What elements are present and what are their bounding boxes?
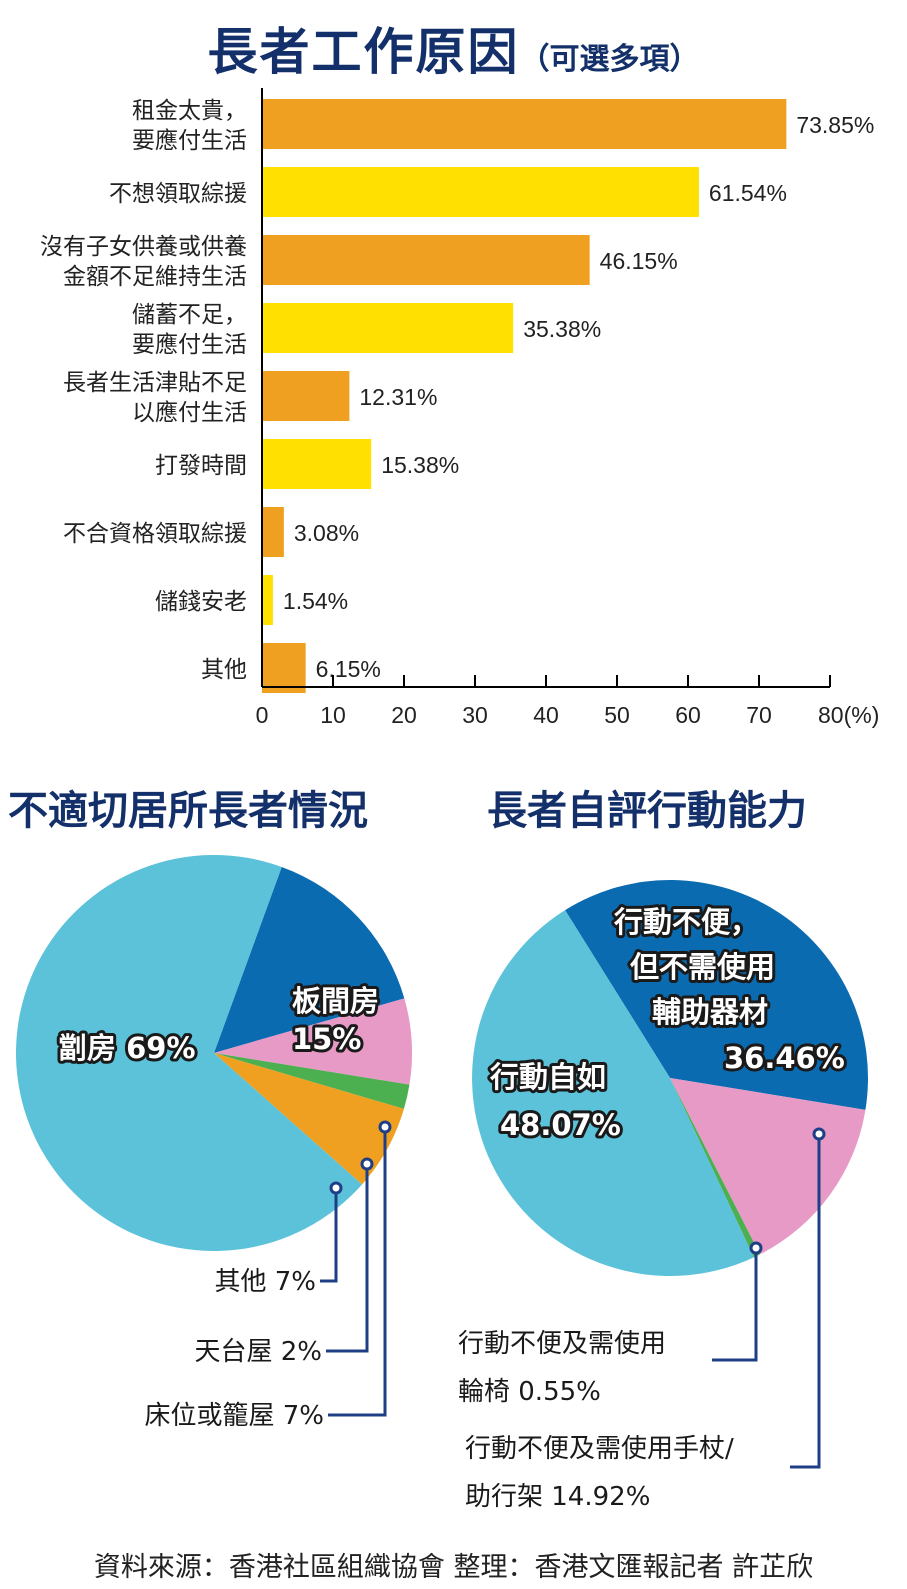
bar-category-label: 金額不足維持生活 [63, 263, 247, 289]
bar-category-label: 打發時間 [155, 452, 247, 478]
bar-value-label: 46.15% [600, 248, 678, 274]
pie2-slice-1 [565, 880, 868, 1110]
pie2-label-wheelchair-line1: 行動不便及需使用 [458, 1329, 666, 1359]
pie2-label-wheelchair-line2: 輪椅 0.55% [458, 1377, 601, 1407]
bar-value-label: 15.38% [381, 452, 459, 478]
pie2-slice-2 [670, 1078, 866, 1255]
bar-9 [262, 643, 306, 693]
x-tick-label: 40 [533, 702, 559, 728]
housing-pie-chart: 劏房 69% 板間房 15% 其他 7% 天台屋 2% 床位或籠屋 7% [15, 854, 412, 1431]
bar-value-label: 1.54% [283, 588, 348, 614]
bar-category-label: 以應付生活 [132, 399, 247, 425]
pie1-leader-other [320, 1193, 338, 1283]
pie2-marker-wheelchair [749, 1241, 763, 1255]
source-note: 資料來源：香港社區組織協會 整理：香港文匯報記者 許芷欣 [93, 1552, 814, 1583]
x-tick-label: 60 [675, 702, 701, 728]
pie1-label-partition-name: 板間房 [292, 984, 379, 1018]
bar-value-label: 35.38% [523, 316, 601, 342]
pie1-marker-other [329, 1181, 343, 1195]
pie1-leader-rooftop [326, 1169, 369, 1353]
pie2-slice-4 [472, 910, 754, 1276]
bar-value-label: 61.54% [709, 180, 787, 206]
pie1-marker-bedspace [378, 1120, 392, 1134]
pie2-leader-walking-aid [790, 1139, 821, 1469]
pie2-label-mobility-impaired-line2: 但不需使用 [630, 950, 775, 984]
title-note: （可選多項） [519, 42, 700, 77]
pie2-marker-walking-aid [812, 1127, 826, 1141]
pie1-slice-3 [214, 998, 412, 1085]
bar-4 [262, 303, 514, 353]
bar-category-label: 儲錢安老 [155, 588, 247, 614]
x-tick-label: 50 [604, 702, 630, 728]
bar-category-label: 要應付生活 [132, 127, 247, 153]
pie2-label-walking-aid-line2: 助行架 14.92% [465, 1482, 650, 1512]
pie2-label-mobility-impaired-value: 36.46% [724, 1041, 845, 1075]
x-tick-label: 30 [462, 702, 488, 728]
bar-value-label: 3.08% [294, 520, 359, 546]
pie2-leader-wheelchair [712, 1253, 758, 1362]
pie1-slice-5 [214, 1053, 404, 1185]
pie1-marker-rooftop [360, 1157, 374, 1171]
bar-8 [262, 575, 273, 625]
pie1-label-other: 其他 7% [214, 1267, 316, 1297]
bar-category-label: 沒有子女供養或供養 [40, 233, 247, 259]
chart-title: 長者工作原因（可選多項） [0, 12, 907, 84]
pie2-label-mobility-impaired-line1: 行動不便， [613, 905, 759, 939]
pie1-slice-4 [214, 1053, 410, 1109]
bar-6 [262, 439, 372, 489]
x-tick-label: 20 [391, 702, 417, 728]
title-text: 長者工作原因 [207, 22, 520, 81]
pie2-label-walking-aid-line1: 行動不便及需使用手杖/ [465, 1434, 734, 1464]
bar-category-label: 其他 [201, 656, 247, 682]
pie2-label-independent-value: 48.07% [500, 1108, 621, 1142]
pie2-label-independent: 行動自如 [489, 1060, 606, 1094]
pie1-label-bedspace: 床位或籠屋 7% [144, 1401, 324, 1431]
bar-category-label: 要應付生活 [132, 331, 247, 357]
bar-2 [262, 167, 699, 217]
bar-chart: 73.85% 租金太貴， 要應付生活 61.54% 不想領取綜援 46.15% 沒有子女供養… [40, 88, 879, 728]
bar-category-label: 租金太貴， [132, 97, 247, 123]
bar-category-label: 不想領取綜援 [109, 180, 247, 206]
pie1-label-subdivided: 劏房 69% [58, 1031, 196, 1065]
pie2-label-mobility-impaired-line3: 輔助器材 [652, 995, 768, 1029]
x-tick-label: 0 [256, 702, 269, 728]
pie1-slice-2 [214, 866, 405, 1053]
pie1-label-partition-value: 15% [292, 1022, 361, 1056]
pie2-title: 長者自評行動能力 [487, 787, 807, 834]
bar-value-label: 6.15% [316, 656, 381, 682]
pie1-leader-bedspace [328, 1132, 387, 1417]
pie1-slice-1 [15, 854, 363, 1251]
pie1-label-rooftop: 天台屋 2% [194, 1337, 322, 1367]
bar-7 [262, 507, 284, 557]
bar-3 [262, 235, 590, 285]
pie2-slice-3 [670, 1078, 760, 1258]
bar-5 [262, 371, 350, 421]
bar-category-label: 不合資格領取綜援 [63, 520, 247, 546]
x-tick-label: 70 [746, 702, 772, 728]
pie1-title: 不適切居所長者情況 [8, 787, 368, 834]
x-tick-label: 10 [320, 702, 346, 728]
bar-category-label: 長者生活津貼不足 [63, 369, 247, 395]
bar-value-label: 73.85% [796, 112, 874, 138]
bar-1 [262, 99, 787, 149]
bar-value-label: 12.31% [359, 384, 437, 410]
bar-category-label: 儲蓄不足， [132, 301, 247, 327]
x-tick-label: 80(%) [818, 702, 879, 728]
